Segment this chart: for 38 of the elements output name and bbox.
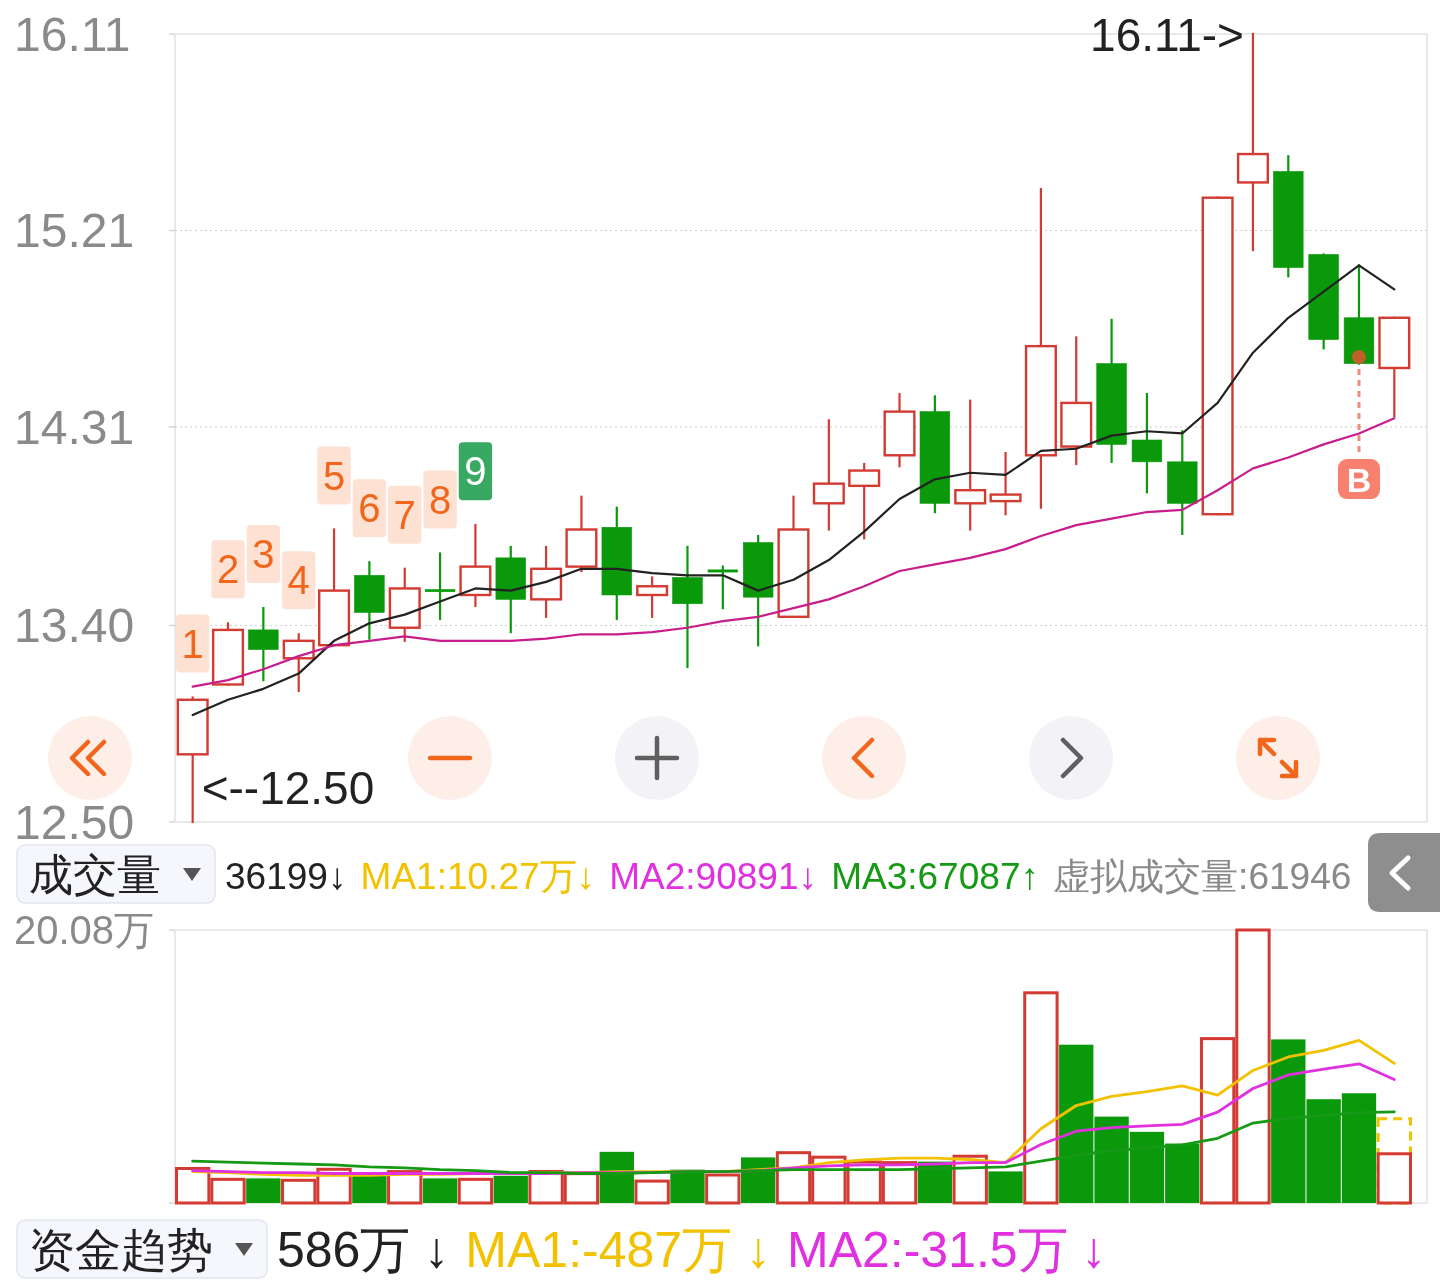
y-tick-label: 15.21: [14, 204, 135, 258]
sequence-count: 3: [246, 525, 281, 584]
indicator-value: MA1:-487万 ↓: [465, 1222, 771, 1278]
annotation: 7: [393, 492, 416, 537]
current-value: 36199↓: [225, 855, 347, 898]
annotation: 6: [358, 486, 381, 531]
sequence-count: 8: [423, 470, 457, 529]
sequence-count: 6: [352, 479, 387, 538]
y-tick-label: 13.40: [14, 599, 135, 653]
legend-entry: MA2:90891↓: [609, 855, 818, 898]
signal-label: B: [1338, 369, 1380, 500]
y-tick-label: 16.11: [14, 7, 131, 61]
data-label: B: [1346, 461, 1372, 500]
sequence-count: 5: [317, 446, 351, 505]
annotation-low: <--12.50: [201, 762, 375, 814]
legend-entry: MA3:67087↑: [831, 855, 1039, 898]
annotation: 4: [287, 558, 310, 603]
sequence-count: 2: [211, 540, 245, 599]
annotation: 2: [216, 547, 240, 592]
annotation: 9: [464, 449, 487, 494]
y-tick-label: 20.08万: [14, 908, 155, 952]
chart-title: 成交量: [29, 849, 161, 899]
annotation: 1: [181, 621, 204, 666]
annotation: 3: [252, 532, 275, 577]
sequence-count: 7: [388, 485, 422, 544]
annotation: 5: [322, 453, 346, 498]
annotation: 虚拟成交量:61946: [1053, 855, 1352, 898]
annotation-high: 16.11->: [1090, 9, 1244, 61]
indicator-selector: 资金趋势: [16, 1219, 268, 1279]
sequence-count: 4: [282, 551, 316, 610]
annotation: 8: [428, 477, 452, 522]
indicator-selector: 成交量: [16, 844, 216, 904]
y-tick-label: 14.31: [14, 400, 135, 454]
sequence-count: 9: [458, 442, 493, 501]
indicator-value: MA2:-31.5万 ↓: [787, 1222, 1107, 1278]
legend-entry: MA1:10.27万↓: [360, 855, 596, 898]
indicator-value: 586万 ↓: [277, 1222, 450, 1278]
sequence-count: 1: [176, 614, 210, 673]
